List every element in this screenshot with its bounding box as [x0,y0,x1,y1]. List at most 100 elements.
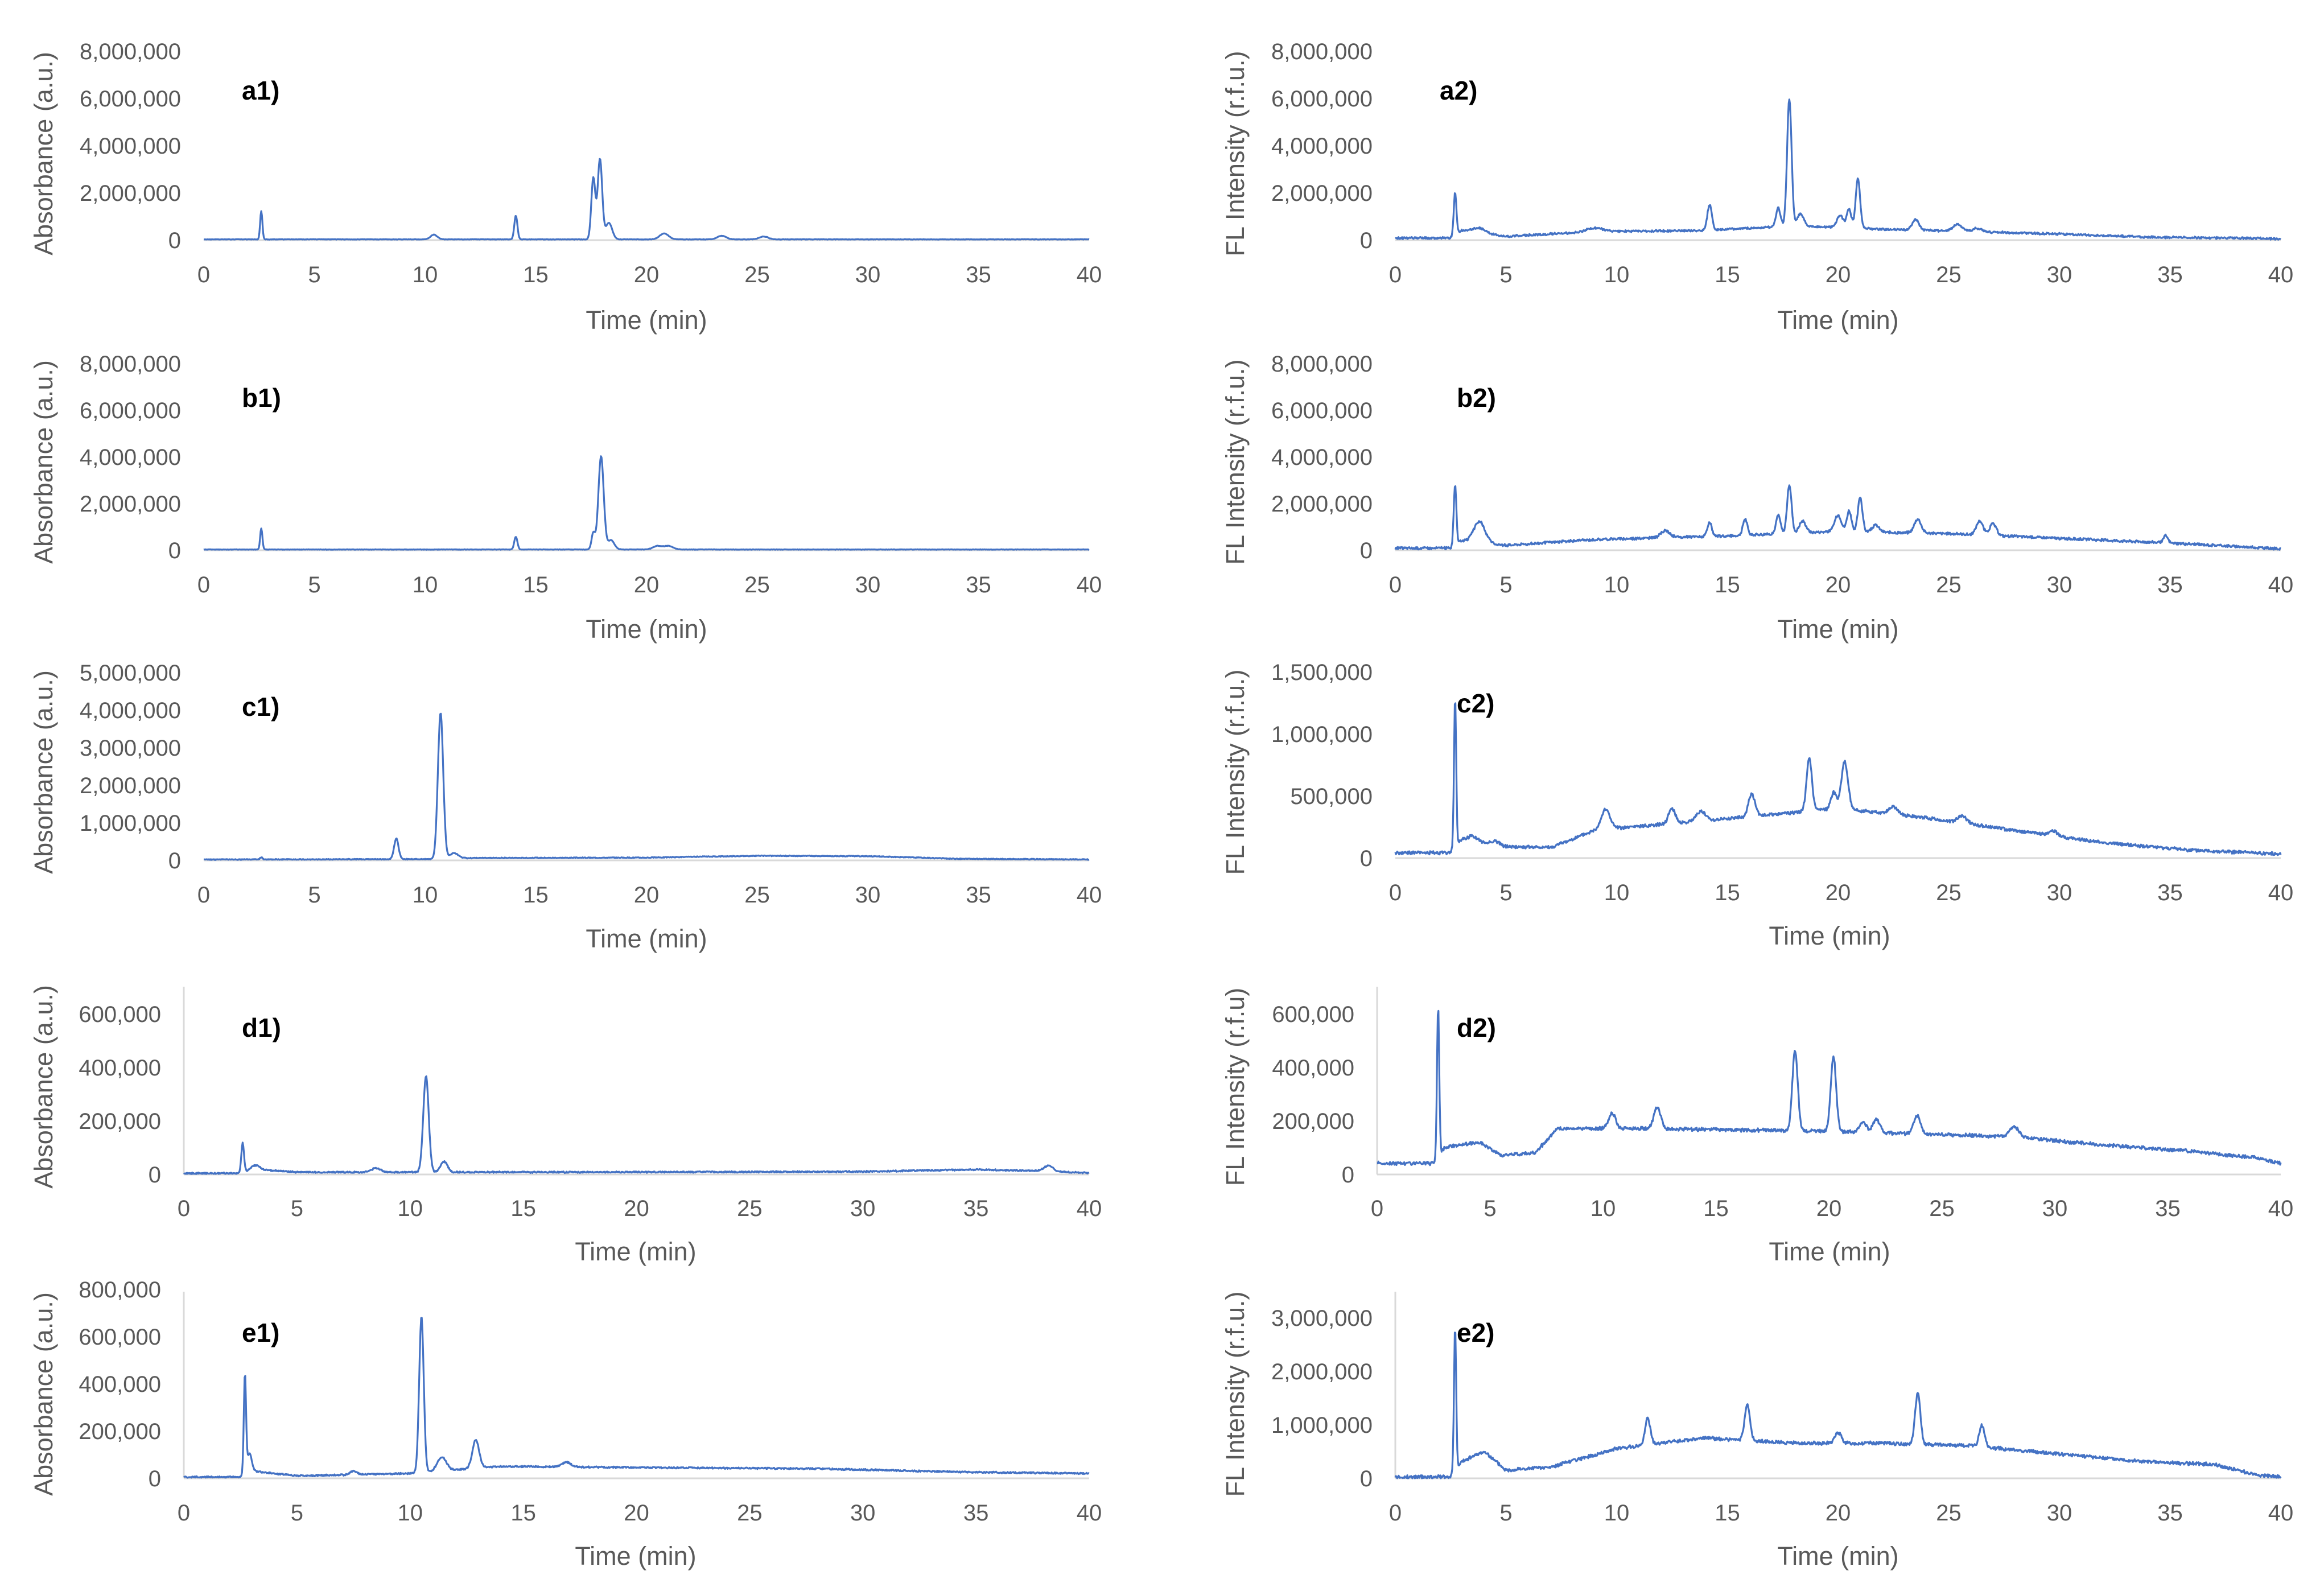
chromatogram-trace-b1 [203,455,1090,551]
panel-b1: b1) Absorbance (a.u.) Time (min) 0 2,000… [29,352,1102,644]
y-tick-label-a1: 8,000,000 [80,39,181,64]
x-tick-label-c2: 30 [2047,880,2072,905]
y-tick-label-a2: 8,000,000 [1271,39,1373,64]
x-tick-label-d1: 30 [850,1196,876,1221]
x-tick-label-b2: 10 [1604,572,1630,597]
x-axis-title-e1: Time (min) [575,1541,696,1571]
panel-c2: c2) FL Intensity (r.f.u.) Time (min) 0 5… [1221,660,2293,950]
panel-a1: a1) Absorbance (a.u.) Time (min) 0 2,000… [29,39,1102,335]
y-axis-title-b1: Absorbance (a.u.) [29,360,58,564]
y-tick-label-b2: 6,000,000 [1271,398,1373,423]
x-tick-label-a2: 5 [1499,262,1512,287]
y-tick-label-c2: 1,000,000 [1271,722,1373,747]
x-tick-label-e1: 25 [737,1501,763,1526]
y-tick-label-e1: 0 [149,1466,161,1491]
y-tick-label-e1: 600,000 [79,1325,161,1350]
panel-label-c1: c1) [242,692,279,722]
y-tick-label-c1: 2,000,000 [80,773,181,798]
y-tick-label-a1: 4,000,000 [80,134,181,159]
x-tick-label-b1: 30 [855,572,881,597]
y-tick-label-a1: 6,000,000 [80,86,181,112]
x-tick-label-c1: 10 [413,883,438,908]
x-tick-label-d1: 10 [398,1196,423,1221]
y-tick-label-a2: 0 [1360,228,1373,253]
x-tick-label-e2: 40 [2268,1501,2294,1526]
y-tick-label-e2: 1,000,000 [1271,1413,1373,1438]
x-tick-label-a2: 40 [2268,262,2294,287]
chromatogram-trace-e2 [1394,1332,2282,1479]
y-tick-label-a1: 0 [168,228,181,253]
x-tick-label-b2: 35 [2157,572,2183,597]
x-tick-label-c1: 30 [855,883,881,908]
y-axis-title-c1: Absorbance (a.u.) [29,670,58,874]
y-tick-label-c1: 4,000,000 [80,698,181,723]
panel-label-b2: b2) [1457,383,1496,413]
chromatogram-trace-a2 [1395,98,2282,241]
x-tick-label-a2: 15 [1715,262,1740,287]
y-tick-label-b2: 2,000,000 [1271,492,1373,517]
x-tick-label-b2: 15 [1715,572,1740,597]
panel-c1: c1) Absorbance (a.u.) Time (min) 0 1,000… [29,661,1102,953]
y-tick-label-c2: 500,000 [1290,784,1373,809]
y-tick-label-e1: 800,000 [79,1277,161,1303]
y-tick-label-c1: 1,000,000 [80,811,181,836]
x-tick-label-d2: 40 [2268,1196,2294,1221]
y-tick-label-b1: 4,000,000 [80,445,181,470]
y-tick-label-d1: 600,000 [79,1002,161,1027]
panel-label-e2: e2) [1457,1318,1494,1347]
y-tick-label-b2: 0 [1360,538,1373,563]
y-tick-label-e1: 400,000 [79,1372,161,1397]
x-tick-label-d1: 35 [963,1196,989,1221]
x-tick-label-c1: 0 [197,883,210,908]
x-axis-title-c2: Time (min) [1769,921,1890,950]
x-tick-label-e2: 35 [2157,1501,2183,1526]
panel-label-b1: b1) [242,383,281,413]
x-tick-label-d2: 0 [1371,1196,1383,1221]
y-axis-title-a2: FL Intensity (r.f.u.) [1221,51,1250,257]
y-tick-label-b1: 8,000,000 [80,352,181,377]
x-tick-label-e1: 40 [1077,1501,1102,1526]
y-tick-label-c2: 1,500,000 [1271,660,1373,685]
x-tick-label-a2: 25 [1936,262,1962,287]
x-tick-label-c2: 40 [2268,880,2294,905]
x-tick-label-a2: 10 [1604,262,1630,287]
x-tick-label-d1: 40 [1077,1196,1102,1221]
x-tick-label-c1: 20 [634,883,660,908]
x-tick-label-b1: 5 [308,572,320,597]
panel-label-a2: a2) [1440,76,1477,105]
x-tick-label-c2: 5 [1499,880,1512,905]
y-axis-title-d1: Absorbance (a.u.) [29,985,58,1189]
x-tick-label-e2: 15 [1715,1501,1740,1526]
x-axis-title-b2: Time (min) [1777,615,1898,644]
x-tick-label-a1: 30 [855,262,881,287]
y-tick-label-a1: 2,000,000 [80,181,181,206]
panel-label-e1: e1) [242,1318,279,1347]
x-tick-label-a2: 0 [1389,262,1402,287]
x-tick-label-a1: 25 [744,262,770,287]
panel-d1: d1) Absorbance (a.u.) Time (min) 0 200,0… [29,985,1102,1266]
y-tick-label-a2: 4,000,000 [1271,134,1373,159]
x-tick-label-e2: 5 [1499,1501,1512,1526]
y-axis-title-c2: FL Intensity (r.f.u.) [1221,670,1250,875]
x-tick-label-e2: 0 [1389,1501,1402,1526]
y-axis-title-e2: FL Intensity (r.f.u.) [1221,1292,1250,1497]
x-tick-label-e1: 0 [178,1501,190,1526]
panel-b2: b2) FL Intensity (r.f.u.) Time (min) 0 2… [1221,352,2293,644]
y-tick-label-b2: 8,000,000 [1271,352,1373,377]
x-tick-label-e1: 10 [398,1501,423,1526]
x-tick-label-c2: 0 [1389,880,1402,905]
y-tick-label-a2: 2,000,000 [1271,181,1373,206]
x-axis-title-a1: Time (min) [586,306,707,335]
chromatogram-trace-a1 [203,158,1090,241]
x-tick-label-e1: 15 [510,1501,536,1526]
x-tick-label-b2: 0 [1389,572,1402,597]
x-tick-label-b1: 35 [966,572,991,597]
x-tick-label-d1: 25 [737,1196,763,1221]
x-tick-label-c2: 35 [2157,880,2183,905]
x-tick-label-d2: 10 [1590,1196,1616,1221]
x-tick-label-b2: 40 [2268,572,2294,597]
y-tick-label-c2: 0 [1360,846,1373,871]
x-axis-title-b1: Time (min) [586,615,707,644]
x-axis-title-a2: Time (min) [1777,306,1898,335]
x-tick-label-d2: 15 [1703,1196,1729,1221]
